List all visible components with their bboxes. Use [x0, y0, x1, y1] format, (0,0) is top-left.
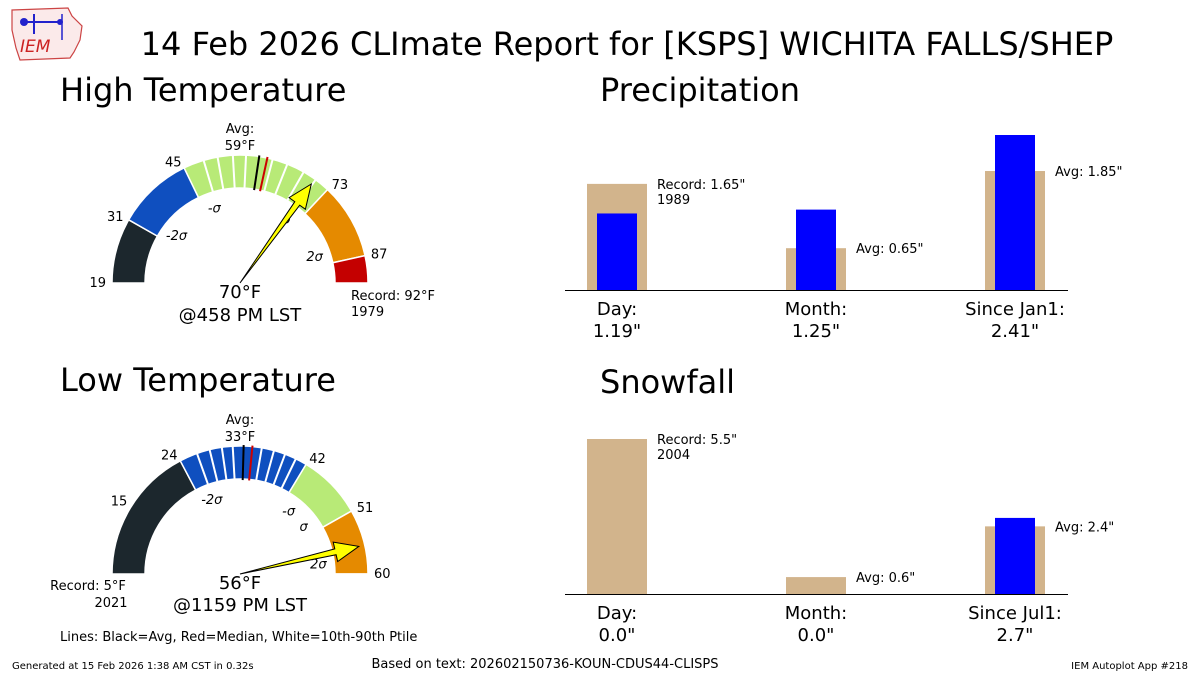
low-observed-value: 56°F	[219, 573, 261, 594]
low-sigma-label-3: 2σ	[310, 558, 327, 573]
high-band-minus-2sigma-to-minus-sigma	[127, 166, 200, 238]
snow-category-1: Month:	[785, 603, 847, 624]
precipitation-chart: Precipitation Day: Month: Since Jan1: 1.…	[565, 71, 1123, 342]
low-median-line	[248, 445, 254, 481]
snow-reference-label-0: Record: 5.5"	[657, 433, 737, 448]
precip-value-0: 1.19"	[593, 321, 641, 342]
precip-record-year: 1989	[657, 193, 690, 208]
low-percentile-tick-0	[196, 453, 210, 485]
low-stop-label-0: 15	[111, 495, 128, 510]
precip-value-2: 2.41"	[991, 321, 1039, 342]
high-temperature-gauge: High Temperature Avg: 59°F 19 31 45 73 8…	[60, 71, 435, 326]
low-percentile-tick-1	[208, 449, 219, 482]
low-avg-line	[241, 445, 245, 481]
high-percentile-tick-2	[231, 155, 236, 189]
snow-reference-bar-0	[587, 439, 647, 594]
high-avg-line	[253, 155, 261, 191]
high-stop-label-4: 87	[371, 247, 388, 262]
precip-observed-bar-0	[597, 213, 637, 290]
precip-observed-bar-2	[995, 135, 1035, 290]
snow-reference-label-2: Avg: 2.4"	[1055, 520, 1114, 535]
snow-value-0: 0.0"	[599, 625, 636, 646]
high-observed-needle	[239, 182, 313, 284]
iem-logo[interactable]: IEM	[11, 7, 83, 61]
snow-reference-label-1: Avg: 0.6"	[856, 571, 915, 586]
low-percentile-tick-6	[272, 453, 287, 486]
low-percentile-tick-2	[220, 447, 228, 481]
app-label: IEM Autoplot App #218	[1071, 661, 1188, 672]
precip-reference-label-0: Record: 1.65"	[657, 178, 745, 193]
high-record-year: 1979	[351, 305, 384, 320]
low-sigma-label-1: -σ	[282, 505, 296, 520]
snow-title: Snowfall	[600, 363, 735, 401]
source-text-note: Based on text: 202602150736-KOUN-CDUS44-…	[371, 657, 718, 672]
precip-reference-label-1: Avg: 0.65"	[856, 242, 924, 257]
precip-category-2: Since Jan1:	[965, 299, 1065, 320]
low-avg-label: Avg:	[226, 413, 254, 428]
low-percentile-tick-3	[231, 446, 236, 480]
high-avg-value: 59°F	[225, 139, 256, 154]
snow-record-year: 2004	[657, 448, 690, 463]
low-stop-label-3: 51	[357, 501, 374, 516]
precip-observed-bar-1	[796, 209, 836, 290]
high-band-above-2sigma	[331, 254, 369, 284]
high-percentile-tick-3	[243, 155, 248, 189]
low-stop-label-2: 42	[309, 452, 326, 467]
high-temp-title: High Temperature	[60, 71, 346, 109]
low-percentile-tick-5	[264, 450, 275, 483]
snowfall-chart: Snowfall Day: Month: Since Jul1: 0.0" 0.…	[565, 363, 1114, 646]
high-percentile-tick-0	[202, 159, 214, 193]
precip-reference-label-2: Avg: 1.85"	[1055, 165, 1123, 180]
high-sigma-label-0: -2σ	[166, 229, 188, 244]
low-sigma-label-0: -2σ	[201, 493, 223, 508]
precip-category-0: Day:	[597, 299, 637, 320]
high-stop-label-3: 73	[332, 178, 349, 193]
high-sigma-label-3: 2σ	[306, 250, 323, 265]
page-title: 14 Feb 2026 CLImate Report for [KSPS] WI…	[141, 25, 1114, 63]
low-temperature-gauge: Low Temperature Avg: 33°F 15 24 42 51 60…	[50, 361, 390, 616]
snow-reference-bar-1	[786, 577, 846, 594]
high-observed-value: 70°F	[219, 282, 261, 303]
low-sigma-label-2: σ	[299, 520, 308, 535]
high-avg-label: Avg:	[226, 122, 254, 137]
high-stop-label-2: 45	[165, 155, 182, 170]
snow-value-2: 2.7"	[997, 625, 1034, 646]
high-percentile-tick-1	[216, 156, 225, 190]
low-percentile-tick-4	[255, 447, 263, 481]
high-record-label: Record: 92°F	[351, 289, 435, 304]
low-observed-time: @1159 PM LST	[173, 595, 308, 616]
snow-value-1: 0.0"	[798, 625, 835, 646]
precip-title: Precipitation	[600, 71, 800, 109]
logo-text: IEM	[20, 37, 51, 57]
snow-observed-bar-2	[995, 517, 1035, 594]
low-stop-label-1: 24	[161, 449, 178, 464]
precip-value-1: 1.25"	[792, 321, 840, 342]
high-observed-time: @458 PM LST	[179, 305, 303, 326]
precip-category-1: Month:	[785, 299, 847, 320]
high-median-line	[259, 156, 269, 192]
snow-category-2: Since Jul1:	[968, 603, 1062, 624]
high-percentile-tick-4	[263, 158, 274, 192]
low-record-year: 2021	[94, 596, 127, 611]
low-record-label: Record: 5°F	[50, 579, 126, 594]
low-temp-title: Low Temperature	[60, 361, 336, 399]
high-percentile-tick-5	[274, 163, 289, 196]
low-stop-label-4: 60	[374, 567, 391, 582]
high-sigma-label-1: -σ	[208, 201, 222, 216]
low-avg-value: 33°F	[225, 430, 256, 445]
high-percentile-tick-6	[286, 171, 305, 202]
generated-note: Generated at 15 Feb 2026 1:38 AM CST in …	[12, 661, 254, 672]
high-stop-label-1: 31	[107, 210, 124, 225]
snow-category-0: Day:	[597, 603, 637, 624]
low-observed-needle	[239, 541, 361, 575]
low-band-below-minus-2sigma	[111, 459, 197, 575]
lines-legend: Lines: Black=Avg, Red=Median, White=10th…	[60, 630, 417, 645]
low-percentile-tick-7	[280, 458, 297, 489]
high-stop-label-0: 19	[89, 276, 106, 291]
